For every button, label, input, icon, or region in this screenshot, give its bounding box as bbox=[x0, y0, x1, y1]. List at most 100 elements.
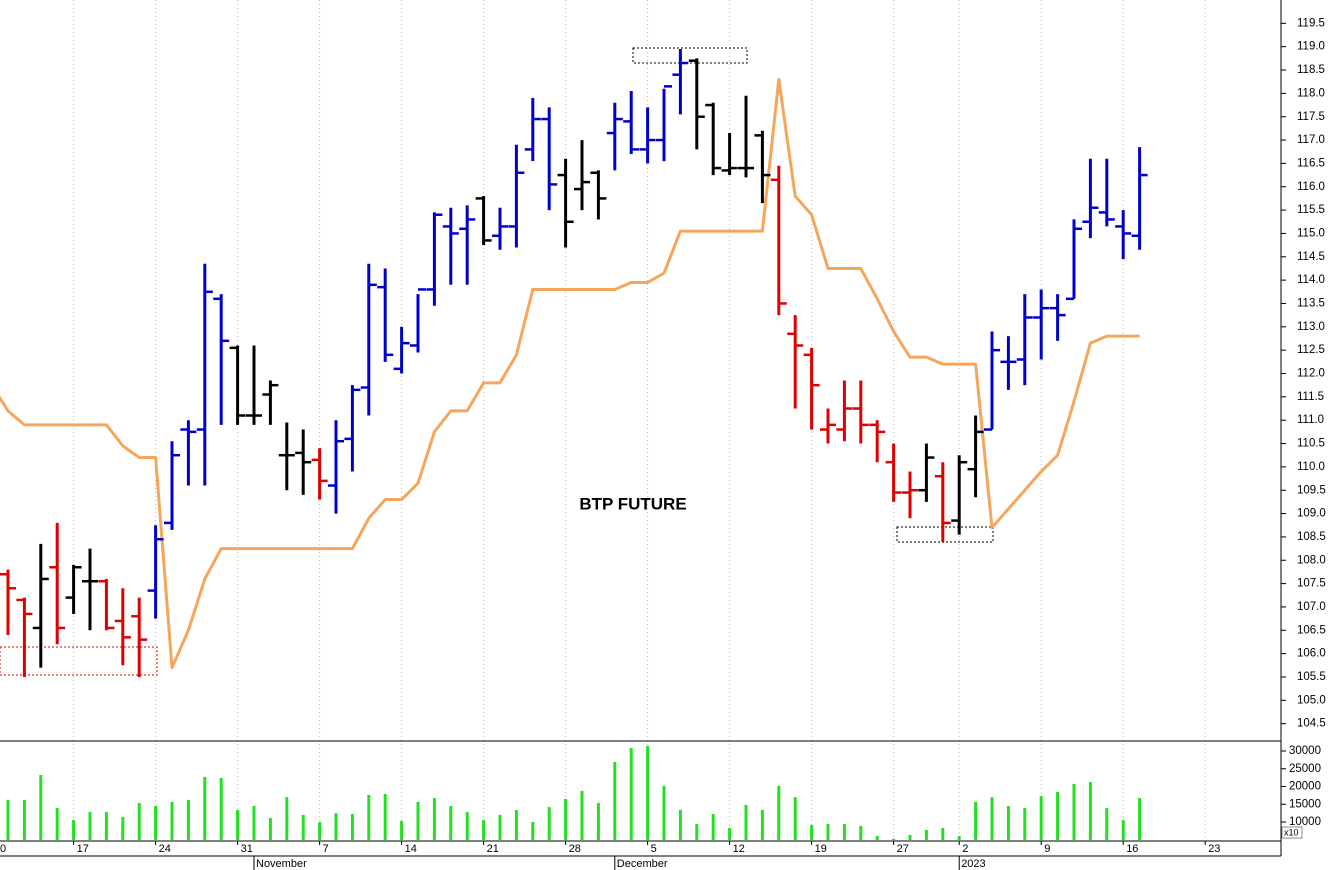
volume-bar bbox=[662, 785, 666, 840]
volume-bar bbox=[301, 814, 305, 840]
volume-bar bbox=[465, 812, 469, 840]
volume-bar bbox=[974, 801, 978, 840]
low-zone-box bbox=[896, 526, 994, 543]
volume-bar bbox=[318, 822, 322, 840]
x-tick-label: 9 bbox=[1044, 843, 1050, 855]
volume-bar bbox=[39, 774, 43, 840]
volume-bar bbox=[892, 838, 896, 840]
volume-bar bbox=[531, 822, 535, 840]
y-tick-label: 112.0 bbox=[1297, 368, 1325, 380]
volume-tick-label: 25000 bbox=[1289, 763, 1321, 775]
y-tick-label: 111.5 bbox=[1297, 391, 1324, 403]
volume-bar bbox=[268, 818, 272, 840]
volume-bar bbox=[711, 814, 715, 840]
chart-title: BTP FUTURE bbox=[579, 494, 686, 513]
volume-bar bbox=[383, 793, 387, 840]
volume-bar bbox=[186, 799, 190, 840]
volume-bar bbox=[990, 797, 994, 840]
volume-bar bbox=[1088, 782, 1092, 840]
volume-bar bbox=[777, 785, 781, 840]
volume-bar bbox=[678, 809, 682, 840]
volume-bar bbox=[22, 799, 26, 840]
volume-tick-label: 10000 bbox=[1289, 816, 1321, 828]
volume-bar bbox=[744, 804, 748, 840]
volume-bar bbox=[55, 807, 59, 840]
volume-bar bbox=[957, 836, 961, 840]
volume-bar bbox=[432, 798, 436, 840]
group-label: December bbox=[617, 858, 668, 870]
volume-tick-label: 30000 bbox=[1289, 745, 1321, 757]
x-tick-label: 21 bbox=[487, 843, 499, 855]
volume-bar bbox=[842, 823, 846, 840]
y-tick-label: 109.5 bbox=[1297, 484, 1326, 496]
y-tick-label: 105.5 bbox=[1297, 671, 1326, 683]
x-tick-label: 0 bbox=[0, 843, 6, 855]
y-tick-label: 104.5 bbox=[1297, 718, 1326, 730]
y-tick-label: 118.5 bbox=[1297, 64, 1325, 76]
volume-bar bbox=[137, 803, 141, 840]
volume-bar bbox=[285, 797, 289, 840]
y-tick-label: 107.0 bbox=[1297, 601, 1326, 613]
volume-tick-label: 20000 bbox=[1289, 781, 1321, 793]
x-tick-label: 5 bbox=[651, 843, 657, 855]
y-tick-label: 108.5 bbox=[1297, 531, 1326, 543]
y-tick-label: 111.0 bbox=[1297, 414, 1324, 426]
stop-line bbox=[0, 77, 1140, 670]
volume-bar bbox=[449, 806, 453, 840]
volume-bar bbox=[170, 801, 174, 840]
volume-bar bbox=[1072, 784, 1076, 840]
high-zone-box bbox=[632, 47, 748, 64]
y-tick-label: 117.0 bbox=[1297, 134, 1325, 146]
volume-bar bbox=[941, 828, 945, 840]
volume-bar bbox=[1023, 807, 1027, 840]
volume-bar bbox=[104, 812, 108, 840]
volume-bar bbox=[547, 807, 551, 840]
volume-bar bbox=[793, 797, 797, 840]
y-tick-label: 114.5 bbox=[1297, 251, 1325, 263]
y-tick-label: 109.0 bbox=[1297, 508, 1326, 520]
y-tick-label: 114.0 bbox=[1297, 274, 1325, 286]
y-tick-label: 108.0 bbox=[1297, 554, 1326, 566]
volume-bar bbox=[580, 790, 584, 840]
volume-bar bbox=[810, 825, 814, 840]
y-tick-label: 105.0 bbox=[1297, 694, 1326, 706]
volume-bar bbox=[1039, 796, 1043, 840]
volume-bar bbox=[498, 814, 502, 840]
x-tick-label: 7 bbox=[323, 843, 329, 855]
volume-bar bbox=[88, 812, 92, 840]
volume-bar bbox=[728, 828, 732, 840]
x-tick-label: 31 bbox=[241, 843, 253, 855]
volume-bar bbox=[219, 777, 223, 840]
volume-bar bbox=[908, 834, 912, 840]
volume-bar bbox=[629, 747, 633, 840]
volume-bar bbox=[252, 806, 256, 840]
x-tick-label: 28 bbox=[569, 843, 581, 855]
volume-bar bbox=[72, 820, 76, 840]
volume-bar bbox=[416, 801, 420, 840]
volume-bar bbox=[367, 795, 371, 840]
multiplier-box bbox=[1281, 826, 1303, 839]
volume-bar bbox=[350, 814, 354, 840]
volume-bar bbox=[875, 836, 879, 840]
y-tick-label: 113.5 bbox=[1297, 298, 1325, 310]
volume-bar bbox=[1121, 820, 1125, 840]
volume-bar bbox=[1006, 806, 1010, 840]
volume-bar bbox=[154, 806, 158, 840]
volume-tick-label: 15000 bbox=[1289, 798, 1321, 810]
y-tick-label: 117.5 bbox=[1297, 111, 1325, 123]
y-tick-label: 119.0 bbox=[1297, 41, 1325, 53]
x-tick-label: 16 bbox=[1126, 843, 1138, 855]
volume-bar bbox=[646, 746, 650, 840]
volume-bar bbox=[924, 829, 928, 840]
volume-bar bbox=[334, 813, 338, 840]
y-tick-label: 119.5 bbox=[1297, 17, 1325, 29]
volume-bar bbox=[236, 809, 240, 840]
group-label: November bbox=[256, 858, 307, 870]
volume-bar bbox=[121, 817, 125, 840]
y-tick-label: 112.5 bbox=[1297, 344, 1325, 356]
volume-bar bbox=[1138, 798, 1142, 840]
y-tick-label: 110.5 bbox=[1297, 438, 1325, 450]
y-tick-label: 106.5 bbox=[1297, 624, 1326, 636]
y-tick-label: 118.0 bbox=[1297, 87, 1325, 99]
